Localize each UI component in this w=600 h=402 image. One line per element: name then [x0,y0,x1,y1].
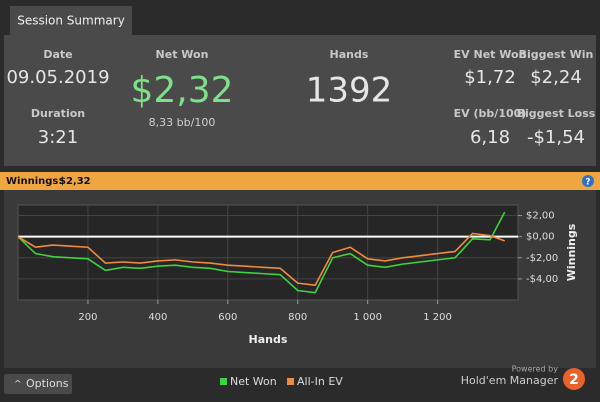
series-line [17,232,505,287]
biggest-loss-value: -$1,54 [527,127,585,148]
duration-value: 3:21 [38,127,78,148]
ev-bb-value: 6,18 [470,127,510,148]
winnings-bar-value: $2,32 [59,176,91,187]
duration-label: Duration [31,107,85,120]
winnings-bar-label: Winnings: [6,176,62,187]
tab[interactable] [10,6,132,35]
legend-label: Net Won [230,375,277,388]
y-tick-label: $2,00 [526,211,555,222]
winnings-bar [0,172,600,190]
logo [563,368,585,390]
ev-bb-label: EV (bb/100) [454,107,527,120]
ev-net-won-value: $1,72 [464,67,516,88]
logo-glyph: 2 [569,372,579,388]
plot: $2,00 $0,00 -$2,00 -$4,00 200 400 600 800 1 000 1… [17,205,578,346]
y-tick-label: -$4,00 [526,274,558,285]
net-won-value: $2,32 [130,70,233,111]
net-won-sub: 8,33 bb/100 [149,116,216,129]
x-tick-label: 600 [218,312,237,323]
options-button[interactable] [4,374,72,394]
series-line [17,211,506,294]
legend-label: All-In EV [297,375,343,388]
x-tick-label: 400 [148,312,167,323]
date-value: 09.05.2019 [6,67,109,88]
powered-by-product: Hold'em Manager [461,374,559,387]
date-label: Date [43,48,72,61]
x-tick-label: 1 200 [423,312,452,323]
legend-swatch [220,378,227,385]
net-won-label: Net Won [156,48,209,61]
legend-swatch [287,378,294,385]
biggest-win-label: Biggest Win [519,48,594,61]
y-axis-label: Winnings [565,223,578,281]
y-tick-label: -$2,00 [526,253,558,264]
tab-label: Session Summary [17,14,125,28]
options-caret: ^ [14,380,22,390]
plot-area [17,204,519,301]
biggest-loss-label: Biggest Loss [517,107,596,120]
biggest-win-value: $2,24 [530,67,582,88]
y-tick-label: $0,00 [526,232,555,243]
options-label: Options [26,377,69,390]
x-tick-label: 1 000 [353,312,382,323]
x-tick-label: 200 [78,312,97,323]
powered-by: Powered by [512,365,559,374]
hands-label: Hands [330,48,369,61]
x-axis-label: Hands [249,333,288,346]
help-icon-glyph: ? [585,178,590,188]
help-icon[interactable] [582,175,594,187]
ev-net-won-label: EV Net Won [454,48,527,61]
hands-value: 1392 [306,71,393,111]
summary-panel [4,35,596,166]
x-tick-label: 800 [288,312,307,323]
